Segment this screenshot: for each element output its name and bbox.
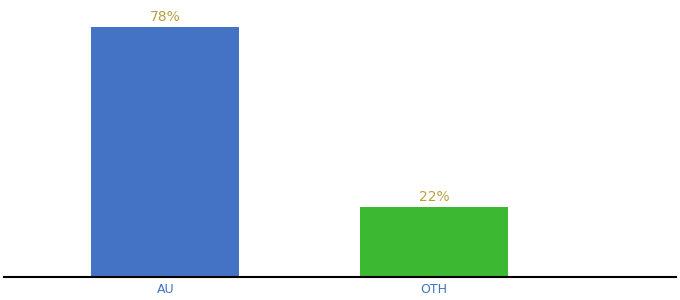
Bar (92, 27, 239, 277)
Bar (360, 207, 508, 277)
Text: 78%: 78% (150, 10, 181, 24)
Text: 22%: 22% (419, 190, 449, 204)
